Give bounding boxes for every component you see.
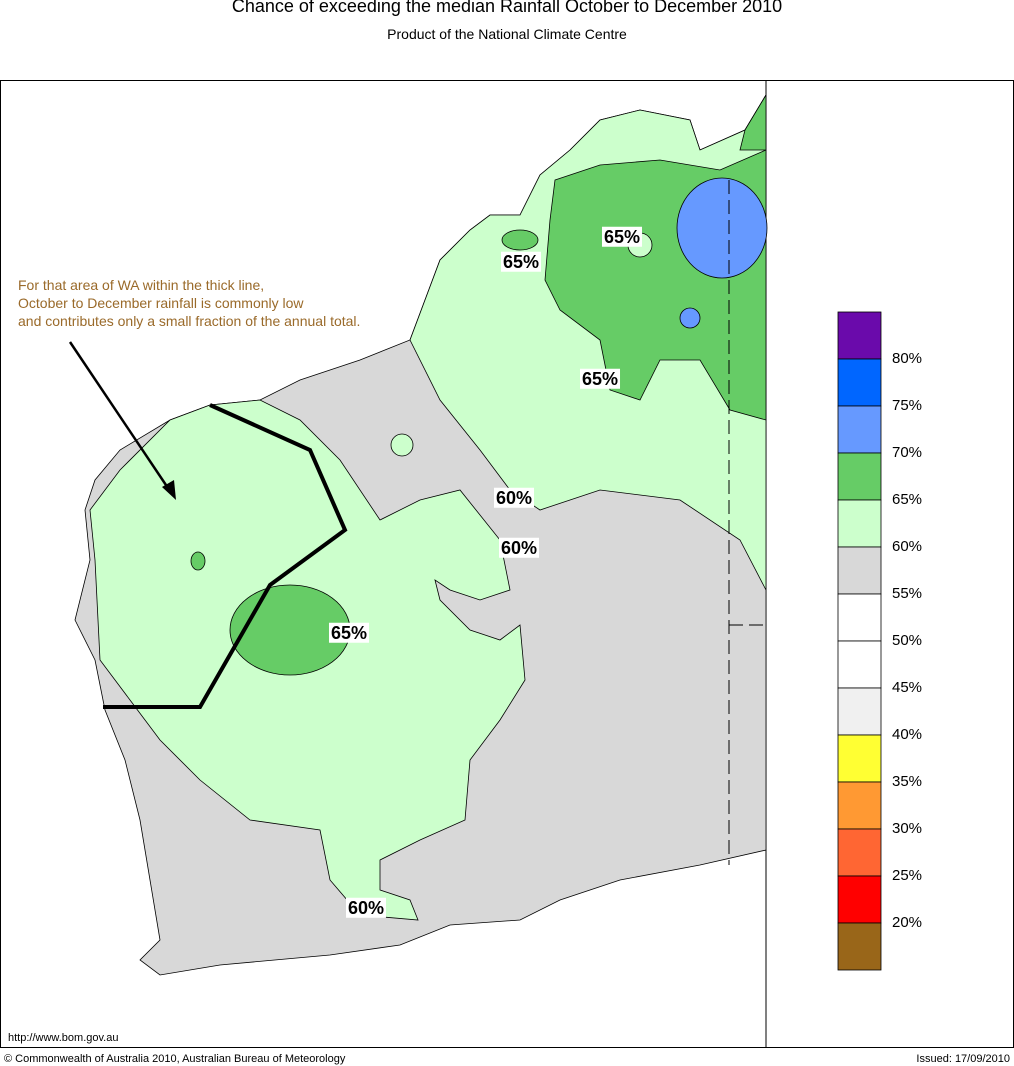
annotation-line: and contributes only a small fraction of… xyxy=(18,313,360,329)
contour-label: 60% xyxy=(496,488,532,508)
label-box xyxy=(345,897,387,918)
contour-labels: 65% 65% 65% 60% 60% 65% 60% xyxy=(328,226,643,918)
legend-swatch xyxy=(837,499,882,548)
legend-swatch xyxy=(837,640,882,689)
issued: Issued: 17/09/2010 xyxy=(916,1053,1010,1065)
legend-swatch xyxy=(837,828,882,877)
subtitle: Product of the National Climate Centre xyxy=(387,26,627,42)
legend-swatch xyxy=(837,875,882,924)
region-65-70-corner xyxy=(739,93,767,151)
arrow-head xyxy=(162,480,176,500)
thick-line xyxy=(103,403,348,709)
legend-swatch xyxy=(837,593,882,642)
legend-swatch xyxy=(837,311,882,360)
map xyxy=(74,93,768,976)
legend-label: 30% xyxy=(892,820,922,837)
arrow xyxy=(68,341,174,495)
url: http://www.bom.gov.au xyxy=(8,1032,118,1044)
contour-label: 65% xyxy=(331,623,367,643)
contour-label: 60% xyxy=(501,538,537,558)
legend-label: 20% xyxy=(892,914,922,931)
title: Chance of exceeding the median Rainfall … xyxy=(232,0,782,16)
contour-label: 60% xyxy=(348,898,384,918)
hole-60-65-small xyxy=(390,433,414,457)
region-65-70-dot xyxy=(190,551,206,571)
contour-label: 65% xyxy=(604,227,640,247)
legend-label: 70% xyxy=(892,444,922,461)
annotation-line: October to December rainfall is commonly… xyxy=(18,295,304,311)
legend-label: 80% xyxy=(892,350,922,367)
legend-swatch xyxy=(837,546,882,595)
copyright: © Commonwealth of Australia 2010, Austra… xyxy=(4,1053,346,1065)
legend-swatch xyxy=(837,687,882,736)
label-box xyxy=(579,368,621,389)
region-70-75 xyxy=(676,177,768,279)
legend-label: 35% xyxy=(892,773,922,790)
legend-label: 65% xyxy=(892,491,922,508)
legend-swatch xyxy=(837,452,882,501)
label-box xyxy=(601,226,643,247)
label-box xyxy=(328,622,370,643)
legend: 80% 75% 70% 65% 60% 55% 50% 45% 40% 35% 30% 25% 20% xyxy=(837,311,922,971)
legend-label: 55% xyxy=(892,585,922,602)
legend-swatch xyxy=(837,922,882,971)
legend-swatch xyxy=(837,781,882,830)
annotation-line: For that area of WA within the thick lin… xyxy=(18,277,264,293)
label-box xyxy=(500,251,542,272)
legend-swatch xyxy=(837,734,882,783)
legend-label: 50% xyxy=(892,632,922,649)
legend-label: 45% xyxy=(892,679,922,696)
legend-swatch xyxy=(837,405,882,454)
contour-label: 65% xyxy=(582,369,618,389)
legend-label: 25% xyxy=(892,867,922,884)
legend-label: 40% xyxy=(892,726,922,743)
region-70-75-small xyxy=(679,307,701,329)
label-box xyxy=(493,487,535,508)
legend-label: 75% xyxy=(892,397,922,414)
region-65-70-small xyxy=(501,229,539,251)
label-box xyxy=(498,537,540,558)
legend-swatch xyxy=(837,358,882,407)
contour-label: 65% xyxy=(503,252,539,272)
legend-label: 60% xyxy=(892,538,922,555)
